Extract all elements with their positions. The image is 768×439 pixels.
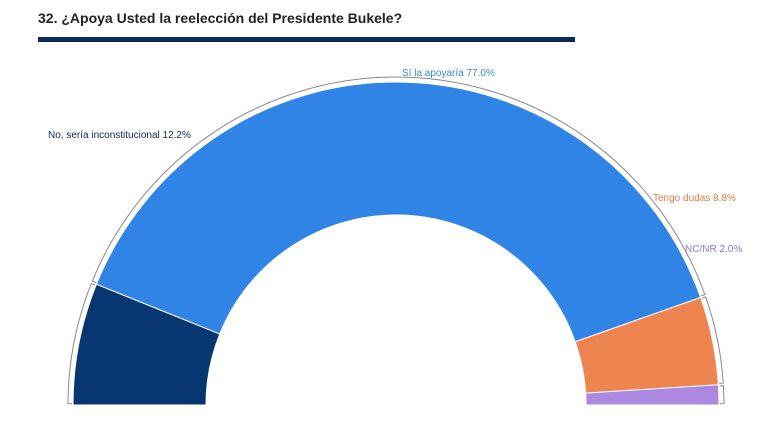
leader-line-no-seria-inconstitucional (67, 282, 96, 405)
slices-group (72, 81, 720, 406)
leader-line-nc-nr (719, 385, 725, 405)
leader-lines-group (67, 76, 725, 405)
data-label-tengo-dudas: Tengo dudas 8.8% (653, 193, 736, 204)
leader-line-si-la-apoyaria (91, 76, 706, 297)
data-label-no-seria-inconstitucional: No, sería inconstitucional 12.2% (48, 130, 191, 141)
leader-line-tengo-dudas (701, 296, 724, 384)
slice-nc-nr (585, 384, 720, 406)
data-label-si-la-apoyaria: Sí la apoyaría 77.0% (402, 68, 495, 79)
slice-si-la-apoyaria (95, 81, 702, 343)
title-underline (38, 37, 575, 42)
chart-title: 32. ¿Apoya Usted la reelección del Presi… (38, 10, 403, 26)
labels-group: No, sería inconstitucional 12.2% Sí la ap… (48, 68, 742, 255)
data-label-nc-nr: NC/NR 2.0% (685, 244, 742, 255)
